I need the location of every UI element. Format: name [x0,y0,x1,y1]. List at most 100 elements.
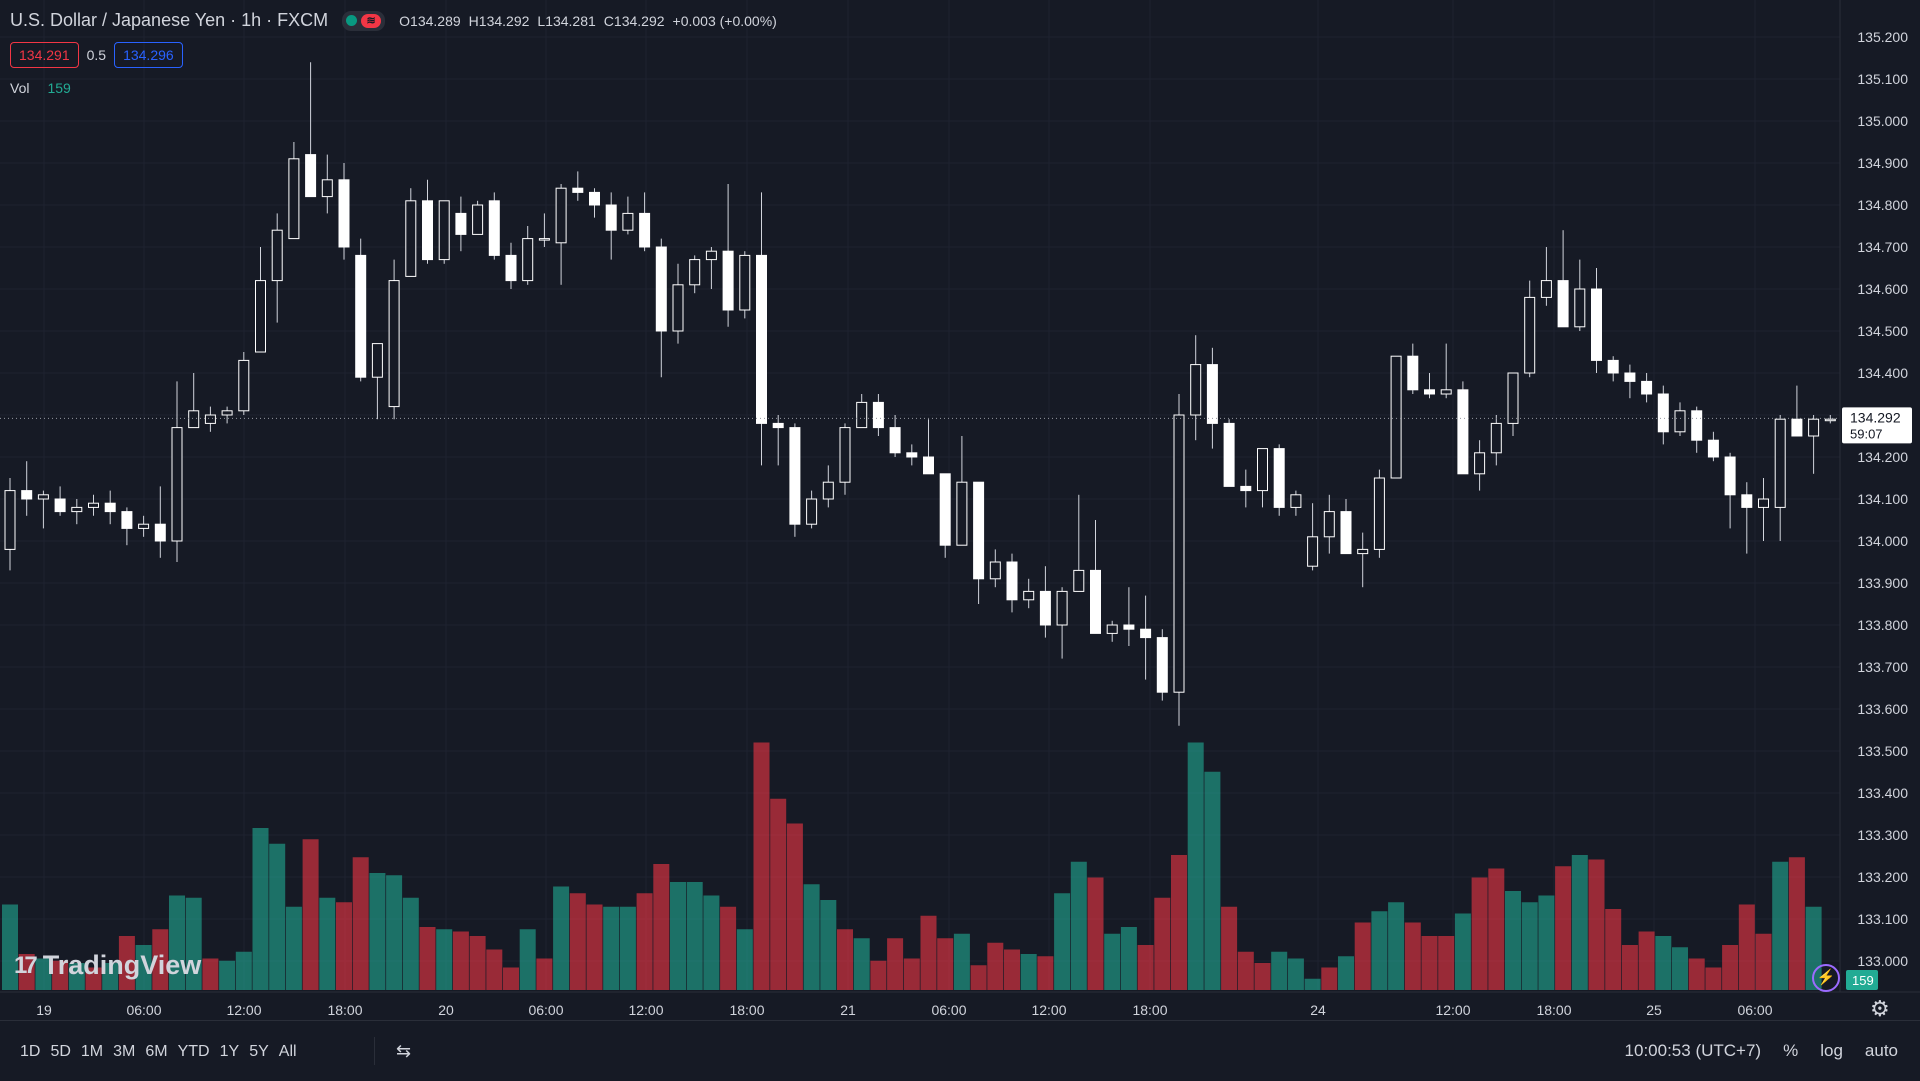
volume-bar [1371,911,1388,990]
candle-body [338,179,350,248]
candle-body [271,229,283,282]
volume-bar [503,967,519,990]
buy-button[interactable]: 134.296 [114,42,183,68]
volume-bar [1120,927,1137,990]
price-label: 135.100 [1857,71,1908,87]
volume-value: 159 [47,80,71,96]
range-5d[interactable]: 5D [50,1043,71,1060]
trade-panel: 134.291 0.5 134.296 [10,42,183,68]
candle-body [572,187,584,193]
volume-bar [920,915,937,990]
range-all[interactable]: All [278,1043,297,1060]
candle-body [21,490,33,500]
current-price-value: 134.292 [1850,409,1901,425]
candle-body [1039,590,1051,626]
volume-bar [219,960,236,990]
range-ytd[interactable]: YTD [177,1043,210,1060]
percent-toggle[interactable]: % [1783,1041,1799,1060]
volume-bar [1738,904,1755,990]
candle-body [1173,414,1185,693]
volume-bar [1505,891,1521,990]
open-label: O [399,12,411,29]
range-5y[interactable]: 5Y [249,1043,269,1060]
candle-body [923,456,934,475]
volume-bar [419,927,436,990]
volume-label: Vol [10,80,30,96]
close-label: C [603,12,614,29]
candle-body [255,280,266,353]
volume-bar [553,886,570,990]
price-label: 134.900 [1857,155,1908,171]
sell-button[interactable]: 134.291 [10,42,79,68]
volume-bar [68,963,85,990]
volume-bar [1154,897,1171,990]
volume-bar [887,938,904,990]
settings-icon[interactable]: ⚙ [1870,996,1890,1021]
volume-bar [1722,945,1739,990]
candle-body [939,473,951,546]
volume-bar [953,933,970,990]
range-6m[interactable]: 6M [145,1043,168,1060]
volume-bar [937,938,954,990]
time-label: 24 [1310,1002,1326,1018]
symbol-title[interactable]: U.S. Dollar / Japanese Yen · 1h · FXCM [10,10,329,30]
range-1y[interactable]: 1Y [219,1043,240,1060]
range-3m[interactable]: 3M [113,1043,136,1060]
candle-body [121,511,133,529]
candle-body [1056,590,1068,626]
time-label: 06:00 [528,1002,563,1018]
candle-body [204,414,216,424]
volume-bar [987,942,1004,990]
volume-bar [1588,859,1605,990]
volume-bar [1488,868,1505,990]
tradingview-logo[interactable]: 17 TradingView [14,950,201,981]
volume-bar [603,906,620,990]
price-label: 133.500 [1857,743,1908,759]
auto-toggle[interactable]: auto [1864,1041,1898,1060]
candle-body [1457,389,1469,475]
clock-timezone[interactable]: 10:00:53 (UTC+7) [1624,1041,1762,1060]
volume-bar [1638,931,1655,990]
candle-body [371,343,383,378]
candle-body [355,254,367,378]
volume-bar [102,963,119,990]
volume-bar [1438,936,1455,990]
price-label: 134.400 [1857,365,1908,381]
volume-bar [202,958,219,990]
candle-body [188,410,200,429]
volume-bar [820,900,837,990]
candle-body [789,427,801,525]
candle-body [305,154,317,198]
candle-body [1657,393,1669,433]
volume-bar [720,906,737,990]
volume-bar [135,945,152,990]
market-status[interactable]: ≋ [342,10,386,31]
candle-body [1190,364,1202,416]
log-toggle[interactable]: log [1820,1041,1843,1060]
goto-date-icon[interactable]: ⇆ [396,1041,412,1061]
time-label: 12:00 [628,1002,663,1018]
range-1m[interactable]: 1M [80,1043,104,1060]
candle-body [4,490,16,550]
volume-legend[interactable]: Vol 159 [10,80,71,96]
time-label: 19 [36,1002,52,1018]
range-1d[interactable]: 1D [20,1043,41,1060]
volume-bar [1354,922,1371,990]
candle-body [1724,456,1736,496]
candle-body [1023,590,1035,601]
candle-body [1490,422,1502,454]
volume-bar [1338,956,1354,990]
bolt-icon[interactable]: ⚡ [1812,964,1840,992]
price-label: 134.700 [1857,239,1908,255]
price-chart[interactable]: 135.200 135.100 135.000 134.900 134.800 134.7… [0,0,1920,1020]
volume-bar [1672,947,1688,990]
volume-bar [770,798,787,990]
candle-body [1140,628,1152,639]
range-buttons: 1D 5D 1M 3M 6M YTD 1Y 5Y All [20,1041,297,1063]
candle-body [1424,389,1435,395]
price-label: 133.600 [1857,701,1908,717]
volume-bar [1137,945,1154,990]
time-label: 18:00 [327,1002,362,1018]
price-label: 134.000 [1857,533,1908,549]
volume-bar [352,857,369,990]
